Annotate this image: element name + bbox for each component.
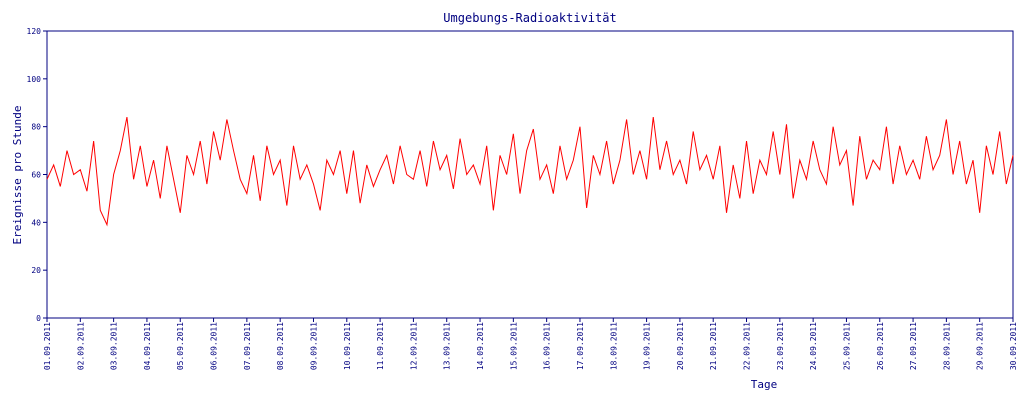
x-tick-label: 30.09.2011 [1009, 322, 1018, 370]
x-tick-label: 20.09.2011 [676, 322, 685, 370]
x-tick-label: 11.09.2011 [376, 322, 385, 370]
x-tick-label: 07.09.2011 [243, 322, 252, 370]
x-tick-label: 10.09.2011 [343, 322, 352, 370]
x-tick-label: 14.09.2011 [476, 322, 485, 370]
x-tick-label: 09.09.2011 [309, 322, 318, 370]
x-tick-label: 08.09.2011 [276, 322, 285, 370]
y-tick-label: 20 [31, 266, 41, 275]
x-tick-label: 25.09.2011 [842, 322, 851, 370]
x-tick-label: 17.09.2011 [576, 322, 585, 370]
x-tick-label: 19.09.2011 [643, 322, 652, 370]
x-tick-label: 13.09.2011 [443, 322, 452, 370]
x-tick-label: 02.09.2011 [76, 322, 85, 370]
x-tick-label: 21.09.2011 [709, 322, 718, 370]
data-line [46, 117, 1014, 227]
y-tick-label: 40 [31, 218, 41, 227]
x-tick-label: 12.09.2011 [409, 322, 418, 370]
x-tick-label: 28.09.2011 [942, 322, 951, 370]
x-tick-label: 04.09.2011 [143, 322, 152, 370]
x-tick-label: 15.09.2011 [509, 322, 518, 370]
x-axis-label: Tage [751, 378, 778, 391]
y-tick-label: 100 [27, 75, 42, 84]
x-tick-label: 16.09.2011 [543, 322, 552, 370]
x-tick-label: 05.09.2011 [176, 322, 185, 370]
x-tick-label: 18.09.2011 [609, 322, 618, 370]
x-tick-label: 22.09.2011 [743, 322, 752, 370]
x-tick-label: 24.09.2011 [809, 322, 818, 370]
x-tick-label: 27.09.2011 [909, 322, 918, 370]
y-tick-label: 60 [31, 171, 41, 180]
x-tick-label: 03.09.2011 [110, 322, 119, 370]
x-tick-label: 29.09.2011 [976, 322, 985, 370]
chart-title: Umgebungs-Radioaktivität [443, 11, 616, 25]
x-tick-label: 26.09.2011 [876, 322, 885, 370]
x-tick-label: 23.09.2011 [776, 322, 785, 370]
x-tick-label: 06.09.2011 [210, 322, 219, 370]
y-tick-label: 80 [31, 123, 41, 132]
x-tick-label: 01.09.2011 [43, 322, 52, 370]
y-tick-label: 0 [36, 314, 41, 323]
y-tick-label: 120 [27, 27, 42, 36]
y-axis-label: Ereignisse pro Stunde [11, 105, 24, 244]
